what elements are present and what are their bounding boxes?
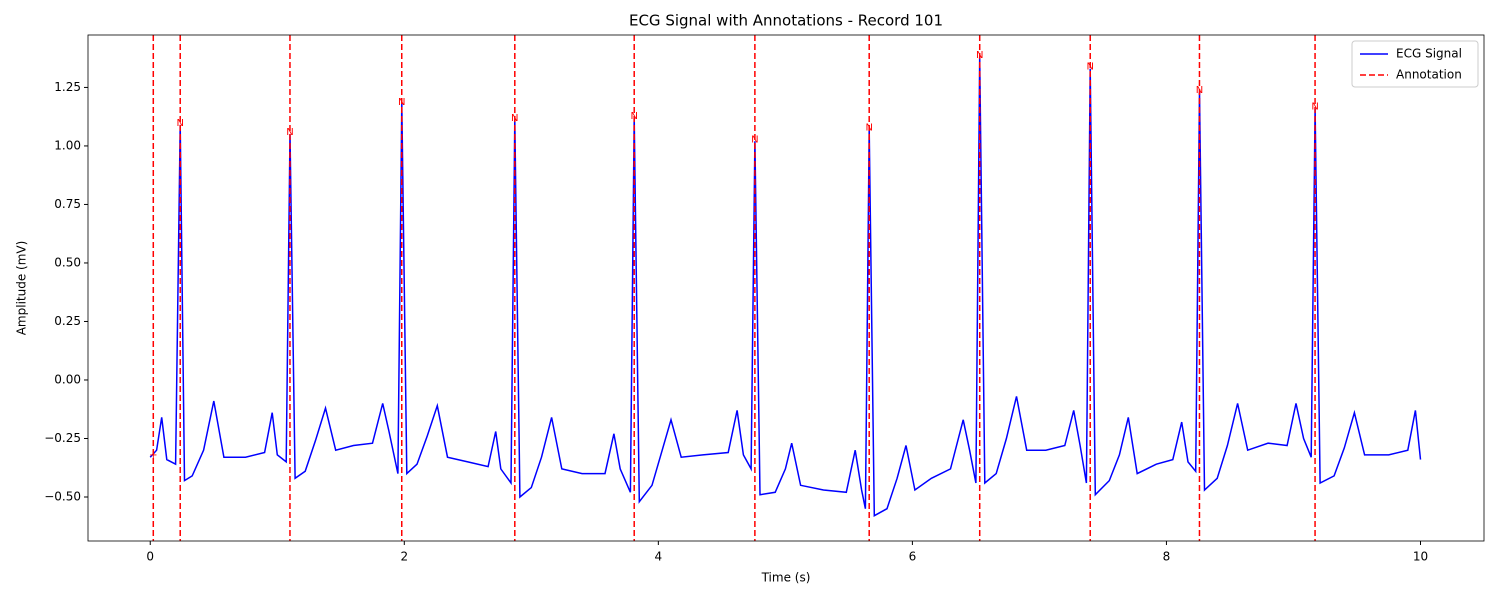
y-tick-label: 1.00 <box>54 138 81 152</box>
annotation-label: N <box>286 127 293 138</box>
annotation-label: + <box>149 450 157 461</box>
legend-label: Annotation <box>1396 68 1462 82</box>
annotation-label: N <box>176 118 183 129</box>
x-axis-label: Time (s) <box>761 571 811 585</box>
y-tick-label: 0.75 <box>54 197 81 211</box>
x-tick-label: 8 <box>1163 550 1171 564</box>
annotation-label: N <box>398 97 405 108</box>
x-tick-label: 10 <box>1413 550 1428 564</box>
annotation-label: N <box>1086 62 1093 73</box>
x-tick-label: 0 <box>146 550 154 564</box>
y-tick-label: 0.25 <box>54 314 81 328</box>
y-tick-label: 0.00 <box>54 372 81 386</box>
annotation-label: N <box>1196 85 1203 96</box>
y-tick-label: −0.50 <box>44 490 81 504</box>
annotation-label: N <box>976 50 983 61</box>
chart-title: ECG Signal with Annotations - Record 101 <box>629 12 943 30</box>
y-tick-label: −0.25 <box>44 431 81 445</box>
legend-label: ECG Signal <box>1396 47 1462 61</box>
y-axis-label: Amplitude (mV) <box>15 241 29 336</box>
x-tick-label: 6 <box>909 550 917 564</box>
y-tick-label: 0.50 <box>54 255 81 269</box>
plot-frame <box>87 34 1485 542</box>
x-tick-label: 4 <box>655 550 663 564</box>
annotation-label: N <box>511 113 518 124</box>
x-tick-label: 2 <box>400 550 408 564</box>
annotation-label: N <box>865 123 872 134</box>
annotation-label: N <box>1311 101 1318 112</box>
ecg-line <box>149 56 1422 517</box>
annotation-label: N <box>630 111 637 122</box>
y-tick-label: 1.25 <box>54 80 81 94</box>
annotation-label: N <box>751 134 758 145</box>
